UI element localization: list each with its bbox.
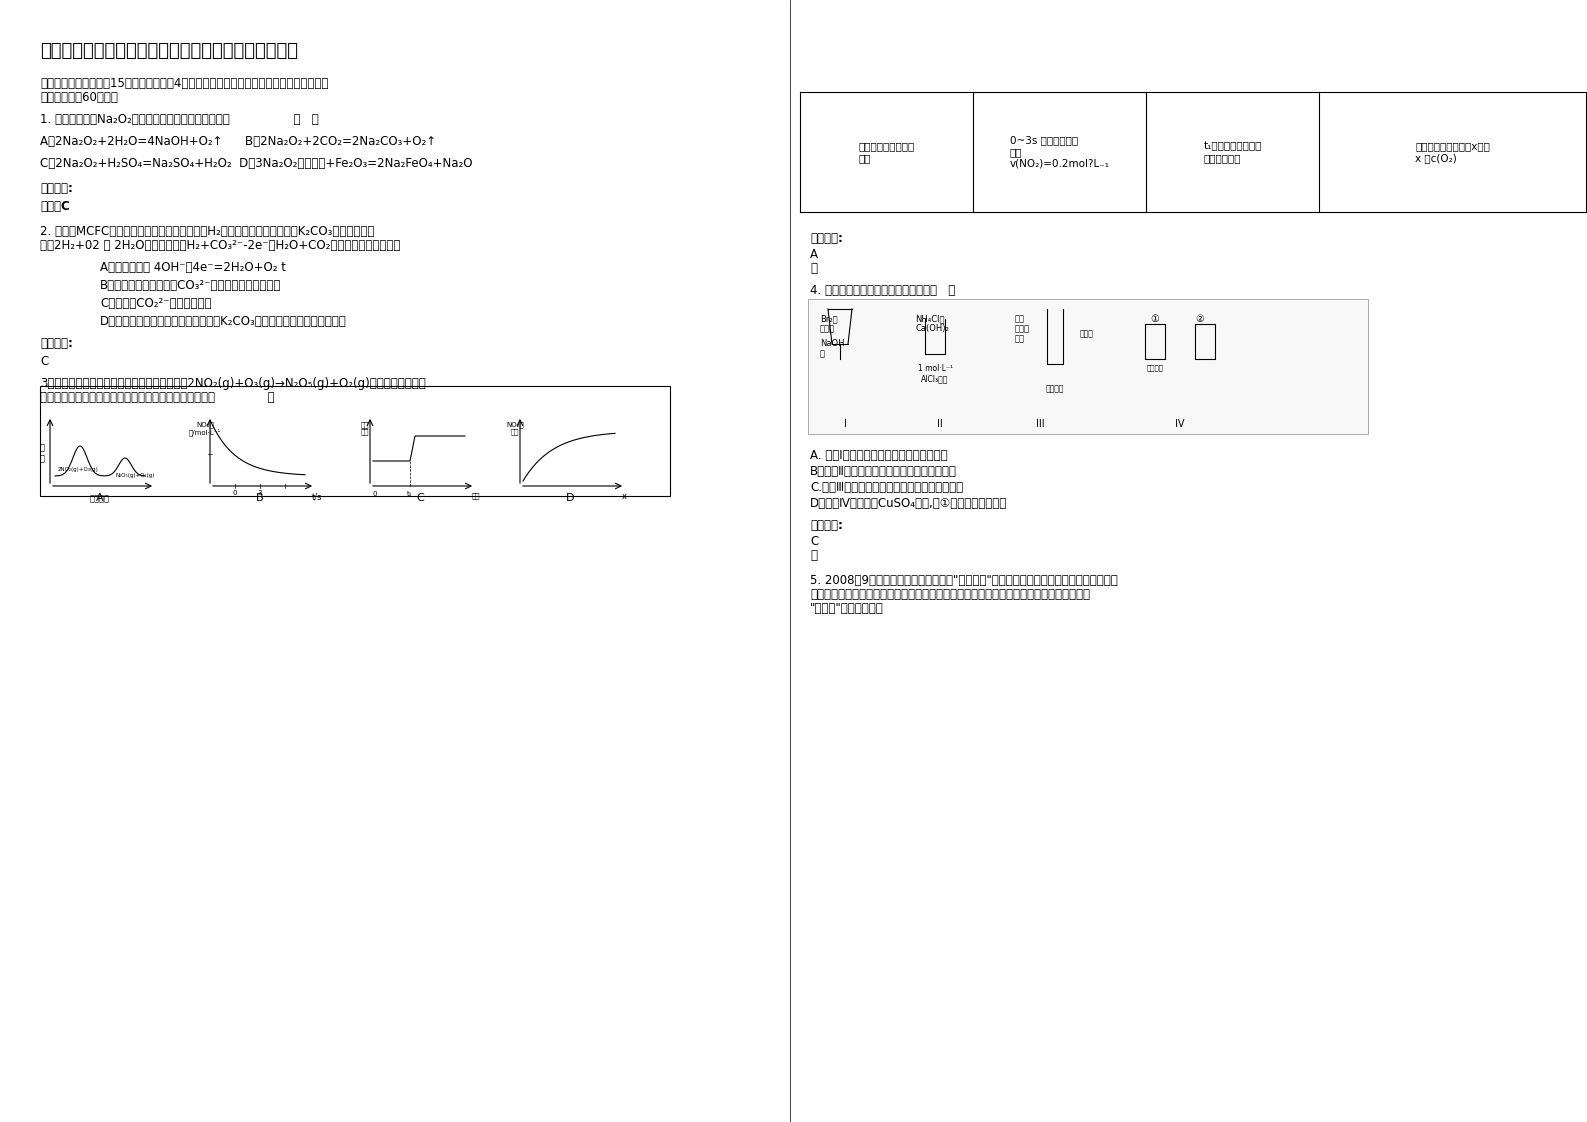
Text: 略: 略: [809, 263, 817, 275]
Text: 0: 0: [233, 490, 236, 496]
Text: C: C: [40, 355, 48, 368]
Text: N₂O₅(g)+O₂(g): N₂O₅(g)+O₂(g): [114, 473, 154, 478]
Text: A．正极反应为 4OH⁻－4e⁻=2H₂O+O₂ t: A．正极反应为 4OH⁻－4e⁻=2H₂O+O₂ t: [100, 261, 286, 274]
Text: C: C: [416, 493, 424, 503]
Text: 时间: 时间: [471, 493, 481, 498]
Text: NaOH
液: NaOH 液: [820, 339, 844, 358]
Text: C．放电时CO₂²⁻卜向负极移动: C．放电时CO₂²⁻卜向负极移动: [100, 297, 211, 310]
Text: t/s: t/s: [313, 493, 322, 502]
Text: II: II: [938, 419, 943, 429]
Text: t₁时仅加入催化剂，
平衡正向移动: t₁时仅加入催化剂， 平衡正向移动: [1203, 141, 1262, 163]
Text: Br₂的
苯溶液: Br₂的 苯溶液: [820, 314, 838, 333]
Text: 升高温度，平衡常数
减小: 升高温度，平衡常数 减小: [859, 141, 914, 163]
Text: t₁: t₁: [408, 491, 413, 497]
Text: 注意盐酸: 注意盐酸: [1046, 384, 1065, 393]
Text: B: B: [256, 493, 263, 503]
Text: 答案：C: 答案：C: [40, 200, 70, 213]
Text: 1 mol·L⁻¹
AlCl₃溶液: 1 mol·L⁻¹ AlCl₃溶液: [917, 364, 952, 384]
Text: 参考答案:: 参考答案:: [40, 337, 73, 350]
Text: 3．臭氧是理想的烟气脱硝剂，其脱硝反应为：2NO₂(g)+O₃(g)→N₂O₅(g)+O₂(g)，反应在恒容密闭: 3．臭氧是理想的烟气脱硝剂，其脱硝反应为：2NO₂(g)+O₃(g)→N₂O₅(…: [40, 377, 425, 390]
Text: D．电路中的电子经正极、负极、熔融K₂CO₃后再回到正极，形成闭合回路: D．电路中的电子经正极、负极、熔融K₂CO₃后再回到正极，形成闭合回路: [100, 315, 346, 328]
Text: 浓盐酸: 浓盐酸: [1081, 330, 1093, 339]
Text: III: III: [1036, 419, 1044, 429]
Text: 一、单选题（本大题共15个小题，每小题4分。在每小题给出的四个选项中，只有一项符合: 一、单选题（本大题共15个小题，每小题4分。在每小题给出的四个选项中，只有一项符…: [40, 77, 329, 90]
Text: 2. 有一种MCFC型燃料电池，该电池所用原料为H₂和空气，电解质为熔融的K₂CO₃，电池总反应: 2. 有一种MCFC型燃料电池，该电池所用原料为H₂和空气，电解质为熔融的K₂C…: [40, 226, 375, 238]
Text: 参考答案:: 参考答案:: [809, 519, 843, 532]
Text: 0: 0: [373, 491, 378, 497]
Text: C．2Na₂O₂+H₂SO₄=Na₂SO₄+H₂O₂  D．3Na₂O₂（熔融）+Fe₂O₃=2Na₂FeO₄+Na₂O: C．2Na₂O₂+H₂SO₄=Na₂SO₄+H₂O₂ D．3Na₂O₂（熔融）+…: [40, 157, 473, 171]
Text: 容器中进行，下列该反应相关图像作出的判断正确的是（              ）: 容器中进行，下列该反应相关图像作出的判断正确的是（ ）: [40, 390, 275, 404]
Text: 为：2H₂+02 ＝ 2H₂O，负极反应为H₂+CO₃²⁻-2e⁻＝H₂O+CO₂。下列说法中正确的是: 为：2H₂+02 ＝ 2H₂O，负极反应为H₂+CO₃²⁻-2e⁻＝H₂O+CO…: [40, 239, 400, 252]
Text: 题目要求，共60分。）: 题目要求，共60分。）: [40, 91, 117, 104]
Text: x: x: [622, 493, 627, 502]
Text: C: C: [809, 535, 819, 548]
Text: I: I: [844, 419, 846, 429]
Text: 注重盐酸: 注重盐酸: [1146, 364, 1163, 370]
Text: C.实验Ⅲ：放置一段时间后，小试管内有品析出: C.实验Ⅲ：放置一段时间后，小试管内有品析出: [809, 481, 963, 494]
Text: 2NO₂(g)+O₃(g): 2NO₂(g)+O₃(g): [59, 467, 98, 472]
FancyBboxPatch shape: [808, 298, 1368, 434]
Text: 到达平衡时，仅改变x，则
x 为c(O₂): 到达平衡时，仅改变x，则 x 为c(O₂): [1416, 141, 1490, 163]
Text: 饱和
硝酸钾
溶液: 饱和 硝酸钾 溶液: [1016, 314, 1030, 343]
Text: D．实验Ⅳ：为确认CuSO₄生成,向①中加水，观察颜色: D．实验Ⅳ：为确认CuSO₄生成,向①中加水，观察颜色: [809, 497, 1008, 511]
Text: NO₂浓
度/mol·L⁻¹: NO₂浓 度/mol·L⁻¹: [189, 421, 221, 436]
Text: 参考答案:: 参考答案:: [40, 182, 73, 195]
Text: 正反
应率: 正反 应率: [360, 421, 370, 435]
Text: 有关。已知三聚氰胺为白色晶体，将它用作食品添加剂可提高食品中蛋白质的检测值，俗称: 有关。已知三聚氰胺为白色晶体，将它用作食品添加剂可提高食品中蛋白质的检测值，俗称: [809, 588, 1090, 601]
Text: A. 实验Ⅰ：振荡后静置，下层溶液颜色变深: A. 实验Ⅰ：振荡后静置，下层溶液颜色变深: [809, 449, 947, 462]
FancyBboxPatch shape: [40, 386, 670, 496]
Text: 略: 略: [809, 549, 817, 562]
Text: 4. 下列操作或实验现象预测正确的是（   ）: 4. 下列操作或实验现象预测正确的是（ ）: [809, 284, 955, 297]
Text: 3: 3: [257, 490, 262, 496]
Text: 5. 2008年9月份曝光的引起国人共愤的"结石宝宝"事件，与婴幼儿服用含有三聚氰胺的奶粉: 5. 2008年9月份曝光的引起国人共愤的"结石宝宝"事件，与婴幼儿服用含有三聚…: [809, 574, 1117, 587]
Text: IV: IV: [1176, 419, 1185, 429]
Text: A: A: [809, 248, 817, 261]
Text: ①: ①: [1151, 314, 1160, 324]
Text: B．实验Ⅱ：烧杯中先后出现白色沉淀，后溶解: B．实验Ⅱ：烧杯中先后出现白色沉淀，后溶解: [809, 465, 957, 478]
Text: ②: ②: [1195, 314, 1205, 324]
Text: NO₂化
学量: NO₂化 学量: [506, 421, 524, 435]
Text: NH₄Cl和
Ca(OH)₂: NH₄Cl和 Ca(OH)₂: [916, 314, 949, 333]
Text: 能
量: 能 量: [40, 444, 44, 463]
Text: 广东省汕尾市华侨管理区中学高三化学期末试卷含解析: 广东省汕尾市华侨管理区中学高三化学期末试卷含解析: [40, 42, 298, 59]
Text: 反应过程: 反应过程: [90, 494, 110, 503]
Text: B．电池放电时，电池中CO₃²⁻的物质的量将逐渐减少: B．电池放电时，电池中CO₃²⁻的物质的量将逐渐减少: [100, 279, 281, 292]
Text: 1. 下列反应中，Na₂O₂既不是氧化剂又不是还原剂的是                 （   ）: 1. 下列反应中，Na₂O₂既不是氧化剂又不是还原剂的是 （ ）: [40, 113, 319, 126]
Text: A: A: [97, 493, 103, 503]
Text: "蛋白精"，结构简式为: "蛋白精"，结构简式为: [809, 603, 884, 615]
Text: 参考答案:: 参考答案:: [809, 232, 843, 245]
Text: 0~3s 内，反应速率
为：
v(NO₂)=0.2mol?L₋₁: 0~3s 内，反应速率 为： v(NO₂)=0.2mol?L₋₁: [1009, 136, 1109, 168]
Text: D: D: [565, 493, 574, 503]
Text: A．2Na₂O₂+2H₂O=4NaOH+O₂↑      B．2Na₂O₂+2CO₂=2Na₂CO₃+O₂↑: A．2Na₂O₂+2H₂O=4NaOH+O₂↑ B．2Na₂O₂+2CO₂=2N…: [40, 135, 436, 148]
